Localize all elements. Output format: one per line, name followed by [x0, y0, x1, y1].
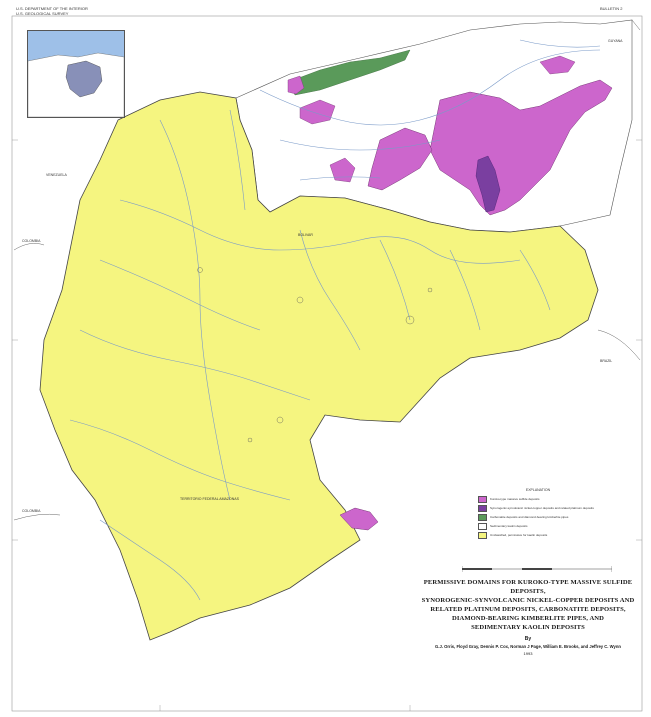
- country-borders: [13, 19, 641, 521]
- title-year: 1993: [523, 651, 533, 656]
- kuroko-belt-east-3: [329, 157, 356, 183]
- location-inset-map: [27, 30, 125, 118]
- kuroko-belt-east-4: [539, 55, 576, 75]
- label-brazil: BRAZIL: [600, 359, 612, 363]
- legend-item: Sedimentary kaolin deposits: [478, 523, 598, 530]
- title-line: DIAMOND-BEARING KIMBERLITE PIPES, AND: [451, 615, 605, 622]
- carbonatite-belt: [287, 49, 411, 96]
- legend-item: Kuroko-type massive sulfide deposits: [478, 496, 598, 503]
- title-line: SYNOROGENIC-SYNVOLCANIC NICKEL-COPPER DE…: [421, 597, 635, 604]
- legend-label: Sedimentary kaolin deposits: [490, 523, 528, 528]
- label-colombia-west: COLOMBIA: [22, 239, 41, 243]
- legend-swatch: [478, 532, 487, 539]
- legend-swatch: [478, 505, 487, 512]
- kuroko-patch-south: [339, 507, 379, 531]
- legend-label: Unclassified, permissive for kaolin depo…: [490, 532, 548, 537]
- legend: EXPLANATION Kuroko-type massive sulfide …: [478, 488, 598, 541]
- map-title-block: PERMISSIVE DOMAINS FOR KUROKO-TYPE MASSI…: [408, 578, 648, 656]
- kuroko-belt-north: [287, 75, 305, 95]
- legend-swatch: [478, 496, 487, 503]
- kuroko-belt-center: [299, 99, 336, 125]
- legend-swatch: [478, 514, 487, 521]
- label-guyana: GUYANA: [608, 39, 623, 43]
- legend-label: Carbonatite deposits and diamond-bearing…: [490, 514, 569, 519]
- label-colombia-south: COLOMBIA: [22, 509, 41, 513]
- river-network: [69, 39, 601, 601]
- agency-header: U.S. DEPARTMENT OF THE INTERIOR U.S. GEO…: [16, 6, 88, 16]
- legend-item: Unclassified, permissive for kaolin depo…: [478, 532, 598, 539]
- agency-line-1: U.S. DEPARTMENT OF THE INTERIOR: [16, 6, 88, 11]
- title-line: PERMISSIVE DOMAINS FOR KUROKO-TYPE MASSI…: [423, 579, 633, 595]
- grid-ticks: [12, 139, 642, 711]
- bulletin-number: BULLETIN 2: [600, 6, 623, 11]
- scale-bar: [462, 566, 612, 572]
- legend-swatch: [478, 523, 487, 530]
- deposit-markers: [197, 267, 433, 443]
- label-amazonas: TERRITORIO FEDERAL AMAZONAS: [180, 497, 240, 501]
- agency-line-2: U.S. GEOLOGICAL SURVEY: [16, 11, 69, 16]
- nickel-copper-lens: [475, 155, 501, 213]
- legend-item: Synorogenic-synvolcanic nickel-copper de…: [478, 505, 598, 512]
- label-venezuela: VENEZUELA: [46, 173, 67, 177]
- inset-svg: [28, 31, 124, 117]
- title-line: RELATED PLATINUM DEPOSITS, CARBONATITE D…: [430, 606, 626, 613]
- kuroko-belt-east-1: [429, 79, 613, 216]
- kuroko-belt-east-2: [367, 127, 433, 191]
- title-by: By: [524, 636, 532, 642]
- legend-item: Carbonatite deposits and diamond-bearing…: [478, 514, 598, 521]
- title-line: SEDIMENTARY KAOLIN DEPOSITS: [471, 624, 585, 631]
- permissive-domain-yellow: [39, 91, 599, 641]
- inset-venezuela-highlight: [65, 60, 103, 98]
- legend-label: Synorogenic-synvolcanic nickel-copper de…: [490, 505, 594, 510]
- title-authors: G.J. Orris, Floyd Gray, Dennis P. Cox, N…: [435, 644, 621, 649]
- label-bolivar: BOLIVAR: [298, 233, 313, 237]
- map-neatline: [11, 15, 643, 712]
- legend-title: EXPLANATION: [525, 488, 551, 492]
- legend-label: Kuroko-type massive sulfide deposits: [490, 496, 540, 501]
